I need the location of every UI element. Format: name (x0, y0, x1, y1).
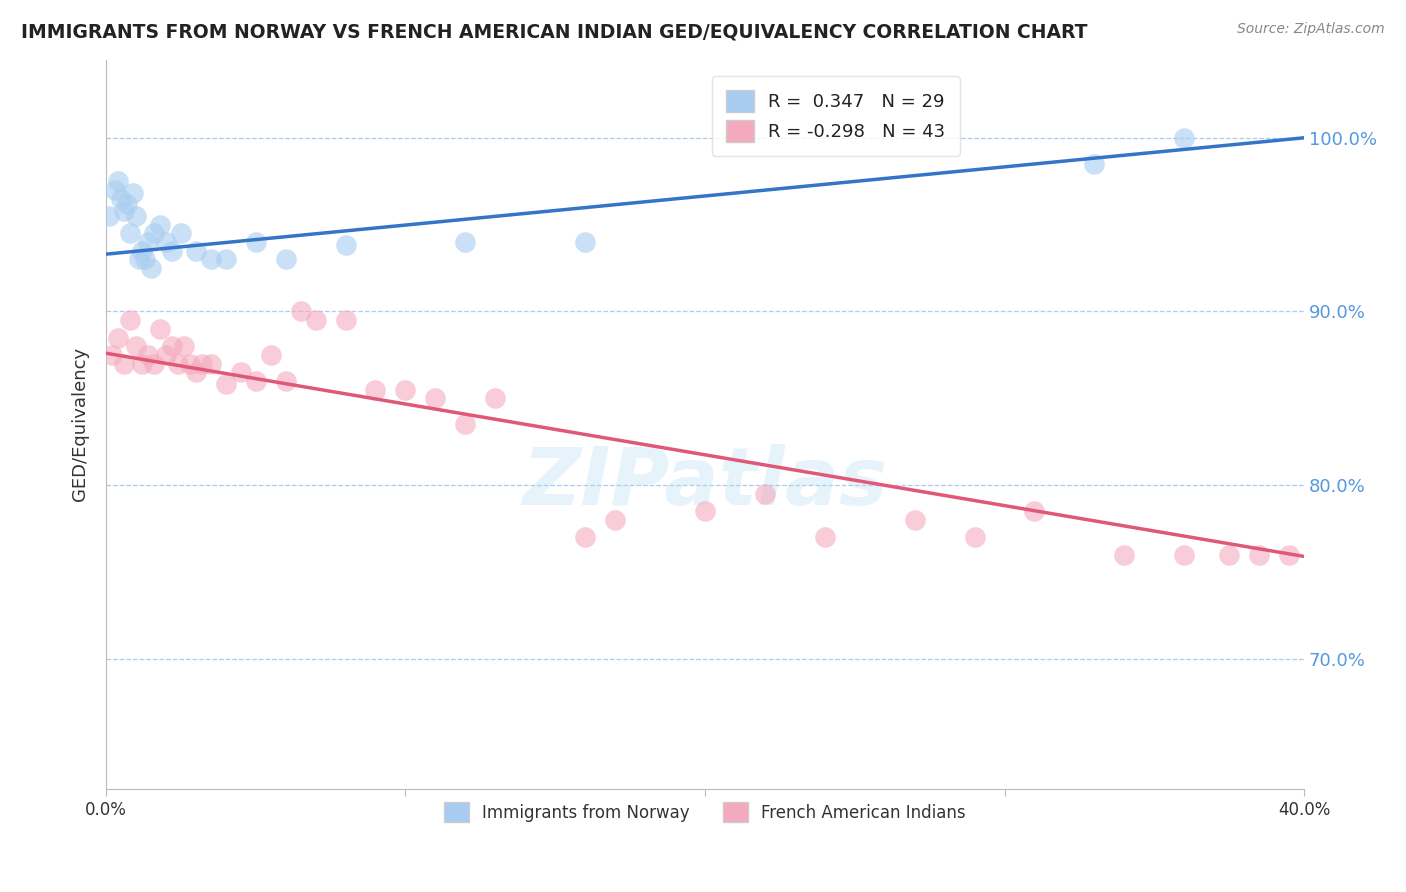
Point (484, 392, 506, 406)
Y-axis label: GED/Equivalency: GED/Equivalency (72, 347, 89, 501)
Point (245, 235, 267, 249)
Point (101, 348, 124, 362)
Point (166, 357, 188, 371)
Point (1024, 504, 1046, 518)
Point (149, 218, 172, 232)
Point (693, 504, 716, 518)
Point (1083, 157, 1105, 171)
Point (160, 244, 183, 258)
Point (215, 252, 238, 267)
Point (118, 227, 141, 241)
Point (454, 235, 477, 249)
Point (136, 348, 159, 362)
Point (125, 339, 148, 353)
Point (131, 244, 153, 258)
Point (200, 357, 222, 371)
Point (274, 252, 297, 267)
Point (115, 196, 138, 211)
Point (290, 304, 312, 318)
Point (754, 487, 776, 501)
Point (118, 313, 141, 327)
Point (394, 383, 416, 397)
Legend: Immigrants from Norway, French American Indians: Immigrants from Norway, French American … (430, 789, 980, 836)
Point (190, 357, 212, 371)
Point (963, 530, 986, 544)
Point (112, 357, 135, 371)
Point (136, 235, 159, 249)
Point (1278, 548, 1301, 562)
Point (200, 252, 222, 267)
Point (155, 235, 177, 249)
Point (104, 183, 127, 197)
Point (107, 330, 129, 344)
Point (142, 357, 165, 371)
Point (97, 209, 120, 223)
Point (814, 530, 837, 544)
Point (139, 261, 162, 276)
Point (1173, 548, 1195, 562)
Point (574, 530, 596, 544)
Text: Source: ZipAtlas.com: Source: ZipAtlas.com (1237, 22, 1385, 37)
Point (1114, 548, 1136, 562)
Point (304, 313, 326, 327)
Point (170, 227, 193, 241)
Point (260, 348, 283, 362)
Point (179, 357, 201, 371)
Point (134, 252, 156, 267)
Point (1173, 130, 1195, 145)
Point (425, 392, 447, 406)
Point (184, 244, 207, 258)
Point (142, 227, 165, 241)
Point (1218, 548, 1240, 562)
Point (112, 203, 135, 218)
Point (454, 417, 477, 432)
Point (335, 313, 357, 327)
Text: IMMIGRANTS FROM NORWAY VS FRENCH AMERICAN INDIAN GED/EQUIVALENCY CORRELATION CHA: IMMIGRANTS FROM NORWAY VS FRENCH AMERICA… (21, 22, 1088, 41)
Point (364, 383, 387, 397)
Point (173, 339, 195, 353)
Point (904, 513, 927, 527)
Point (107, 174, 129, 188)
Point (215, 377, 238, 392)
Point (245, 374, 267, 388)
Point (574, 235, 596, 249)
Point (125, 209, 148, 223)
Point (160, 339, 183, 353)
Point (1249, 548, 1271, 562)
Point (605, 513, 627, 527)
Point (131, 357, 153, 371)
Point (335, 238, 357, 252)
Point (229, 365, 252, 379)
Text: ZIPatlas: ZIPatlas (523, 444, 887, 522)
Point (110, 192, 132, 206)
Point (274, 374, 297, 388)
Point (149, 322, 172, 336)
Point (128, 252, 150, 267)
Point (155, 348, 177, 362)
Point (121, 186, 143, 201)
Point (184, 365, 207, 379)
